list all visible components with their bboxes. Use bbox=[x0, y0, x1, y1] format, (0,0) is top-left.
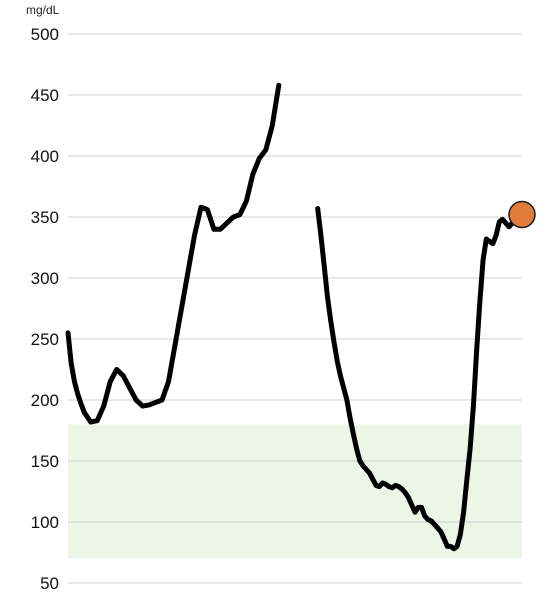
target-range-band bbox=[68, 424, 522, 559]
glucose-line-segment-2 bbox=[315, 206, 525, 552]
y-tick-label-100: 100 bbox=[31, 513, 59, 532]
y-tick-label-450: 450 bbox=[31, 86, 59, 105]
y-tick-label-200: 200 bbox=[31, 391, 59, 410]
current-reading-marker bbox=[508, 200, 536, 229]
series-layer bbox=[65, 82, 525, 552]
y-tick-labels: 500 450 400 350 300 250 200 150 100 50 bbox=[31, 25, 59, 593]
y-tick-label-400: 400 bbox=[31, 147, 59, 166]
y-tick-label-300: 300 bbox=[31, 269, 59, 288]
y-axis-unit-label: mg/dL bbox=[26, 3, 60, 17]
y-tick-label-250: 250 bbox=[31, 330, 59, 349]
target-range-band-layer bbox=[68, 424, 522, 559]
y-tick-label-50: 50 bbox=[40, 574, 59, 593]
y-tick-label-350: 350 bbox=[31, 208, 59, 227]
glucose-line-segment-1 bbox=[65, 82, 282, 425]
gridlines bbox=[68, 33, 522, 584]
y-tick-label-500: 500 bbox=[31, 25, 59, 44]
y-tick-label-150: 150 bbox=[31, 452, 59, 471]
marker-layer bbox=[508, 200, 536, 229]
